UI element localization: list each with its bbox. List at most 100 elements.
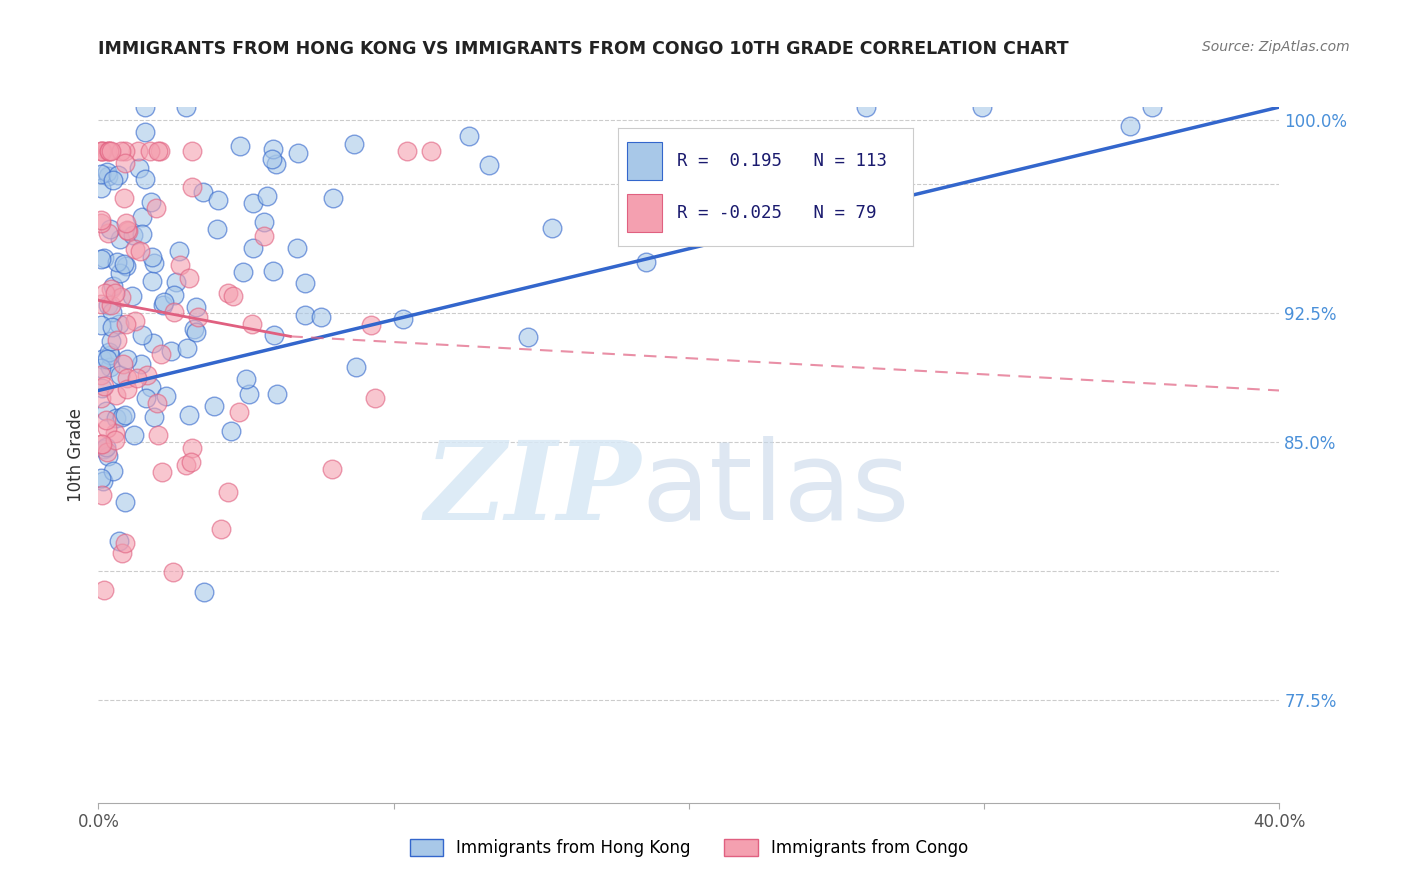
Point	[187, 310, 209, 324]
Point	[96, 440, 118, 454]
Point	[105, 333, 128, 347]
Point	[111, 410, 134, 425]
Point	[148, 144, 170, 158]
Point	[134, 125, 156, 139]
Point	[229, 139, 252, 153]
Point	[96, 420, 118, 434]
Point	[256, 189, 278, 203]
Point	[100, 222, 122, 236]
Point	[191, 185, 214, 199]
Point	[96, 413, 118, 427]
Point	[115, 318, 138, 332]
Point	[321, 461, 343, 475]
Point	[134, 172, 156, 186]
Point	[344, 359, 367, 374]
Point	[90, 297, 112, 311]
Point	[176, 341, 198, 355]
Point	[458, 129, 481, 144]
Point	[115, 382, 138, 396]
Point	[1140, 100, 1163, 114]
Point	[90, 437, 112, 451]
Point	[114, 144, 136, 158]
Point	[235, 372, 257, 386]
Point	[184, 300, 207, 314]
Point	[266, 386, 288, 401]
Y-axis label: 10th Grade: 10th Grade	[66, 408, 84, 502]
Point	[392, 311, 415, 326]
Point	[167, 244, 190, 259]
Point	[91, 144, 114, 158]
Point	[181, 144, 204, 158]
Point	[517, 330, 540, 344]
Point	[105, 410, 128, 425]
Point	[96, 352, 118, 367]
Point	[287, 241, 309, 255]
Point	[114, 495, 136, 509]
Point	[179, 408, 201, 422]
Point	[177, 271, 200, 285]
Point	[155, 389, 177, 403]
Point	[90, 213, 112, 227]
Point	[98, 359, 121, 374]
Point	[90, 216, 112, 230]
Point	[90, 252, 112, 266]
Point	[90, 471, 112, 485]
Point	[165, 275, 187, 289]
Point	[105, 255, 128, 269]
Point	[100, 282, 122, 296]
Point	[112, 191, 135, 205]
Point	[146, 395, 169, 409]
Point	[93, 582, 115, 597]
Point	[141, 250, 163, 264]
Point	[149, 144, 172, 158]
Point	[174, 458, 197, 473]
Point	[110, 144, 132, 158]
Point	[162, 565, 184, 579]
Point	[104, 426, 127, 441]
Point	[145, 201, 167, 215]
Point	[169, 258, 191, 272]
Point	[294, 276, 316, 290]
Point	[104, 285, 127, 300]
Point	[90, 360, 112, 375]
Point	[153, 295, 176, 310]
Point	[103, 464, 125, 478]
Point	[114, 408, 136, 422]
Point	[478, 158, 501, 172]
Point	[142, 335, 165, 350]
Point	[1119, 119, 1142, 133]
Point	[96, 165, 118, 179]
Point	[139, 194, 162, 209]
Point	[160, 343, 183, 358]
Point	[262, 142, 284, 156]
Point	[100, 348, 122, 362]
Text: Source: ZipAtlas.com: Source: ZipAtlas.com	[1202, 40, 1350, 54]
Point	[127, 371, 149, 385]
Point	[117, 351, 139, 366]
Point	[121, 228, 143, 243]
Point	[90, 392, 112, 406]
Point	[364, 391, 387, 405]
Point	[209, 522, 232, 536]
Point	[115, 216, 138, 230]
Point	[262, 264, 284, 278]
Point	[131, 211, 153, 225]
Point	[146, 427, 169, 442]
Point	[96, 144, 118, 158]
Point	[115, 259, 138, 273]
Point	[855, 100, 877, 114]
Point	[111, 546, 134, 560]
Point	[117, 224, 139, 238]
Point	[360, 318, 382, 332]
Legend: Immigrants from Hong Kong, Immigrants from Congo: Immigrants from Hong Kong, Immigrants fr…	[404, 832, 974, 864]
Point	[141, 274, 163, 288]
Point	[104, 434, 127, 448]
Point	[98, 345, 121, 359]
Point	[90, 144, 112, 158]
Point	[98, 144, 121, 158]
Point	[115, 222, 138, 236]
Point	[541, 220, 564, 235]
Point	[93, 442, 115, 457]
Point	[242, 195, 264, 210]
Point	[124, 242, 146, 256]
